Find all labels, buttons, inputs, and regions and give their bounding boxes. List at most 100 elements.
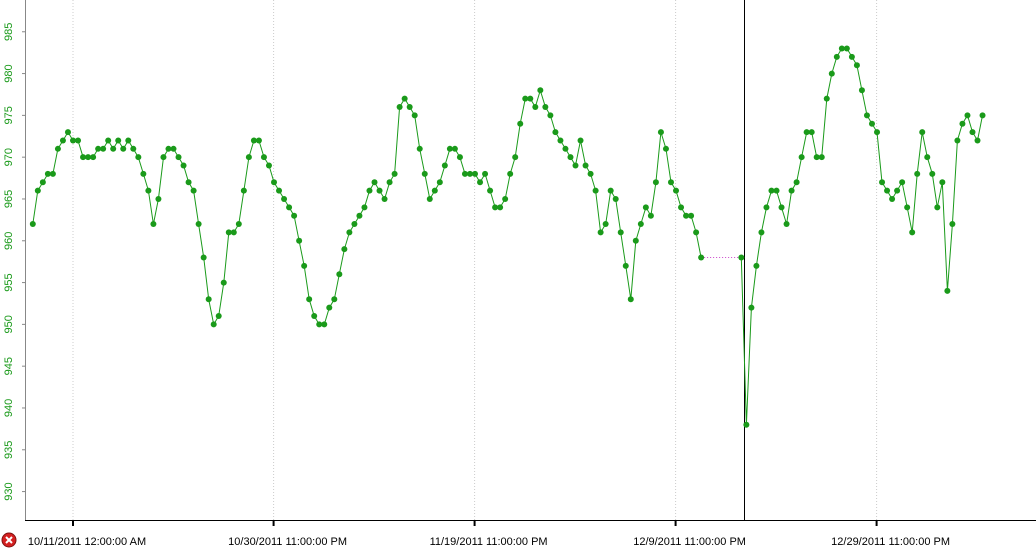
data-point — [642, 204, 649, 211]
data-point — [190, 187, 197, 194]
data-point — [160, 154, 167, 161]
data-point — [386, 179, 393, 186]
data-point — [517, 120, 524, 127]
data-point — [456, 154, 463, 161]
data-point — [59, 137, 66, 144]
data-point — [522, 95, 529, 102]
data-point — [220, 279, 227, 286]
data-point — [401, 95, 408, 102]
x-tick-label: 12/9/2011 11:00:00 PM — [633, 536, 746, 548]
y-tick-label: 945 — [3, 357, 15, 375]
data-point — [271, 179, 278, 186]
data-point — [768, 187, 775, 194]
data-point — [446, 145, 453, 152]
data-point — [260, 154, 267, 161]
data-point — [80, 154, 87, 161]
data-point — [547, 112, 554, 119]
data-point — [406, 104, 413, 111]
data-point — [371, 179, 378, 186]
data-point — [472, 170, 479, 177]
data-point — [572, 162, 579, 169]
data-point — [431, 187, 438, 194]
data-point — [210, 321, 217, 328]
data-point — [421, 170, 428, 177]
data-point — [778, 204, 785, 211]
x-tick-label: 10/30/2011 11:00:00 PM — [228, 536, 347, 548]
data-point — [326, 304, 333, 311]
data-point — [376, 187, 383, 194]
data-point — [170, 145, 177, 152]
y-tick-label: 940 — [3, 399, 15, 417]
data-point — [853, 62, 860, 69]
y-tick-label: 960 — [3, 232, 15, 250]
data-point — [693, 229, 700, 236]
data-point — [924, 154, 931, 161]
data-point — [662, 145, 669, 152]
data-point — [833, 53, 840, 60]
data-point — [195, 221, 202, 228]
data-point — [436, 179, 443, 186]
data-point — [793, 179, 800, 186]
x-tick-label: 12/29/2011 11:00:00 PM — [831, 536, 950, 548]
data-point — [889, 195, 896, 202]
error-icon-cross[interactable] — [5, 536, 13, 544]
data-point — [863, 112, 870, 119]
data-point — [698, 254, 705, 261]
data-point — [70, 137, 77, 144]
y-tick-label: 965 — [3, 190, 15, 208]
data-point — [602, 221, 609, 228]
data-point — [306, 296, 313, 303]
data-point — [416, 145, 423, 152]
y-tick-label: 955 — [3, 273, 15, 291]
data-point — [884, 187, 891, 194]
data-point — [667, 179, 674, 186]
data-point — [512, 154, 519, 161]
data-point — [803, 129, 810, 136]
data-point — [627, 296, 634, 303]
data-point — [954, 137, 961, 144]
data-point — [110, 145, 117, 152]
data-point — [557, 137, 564, 144]
data-point — [929, 170, 936, 177]
data-point — [944, 287, 951, 294]
data-point — [90, 154, 97, 161]
data-point — [597, 229, 604, 236]
data-point — [361, 204, 368, 211]
data-point — [321, 321, 328, 328]
data-point — [909, 229, 916, 236]
data-point — [527, 95, 534, 102]
data-point — [813, 154, 820, 161]
data-point — [823, 95, 830, 102]
data-point — [75, 137, 82, 144]
data-point — [165, 145, 172, 152]
data-point — [562, 145, 569, 152]
data-point — [276, 187, 283, 194]
data-point — [532, 104, 539, 111]
data-point — [331, 296, 338, 303]
data-point — [255, 137, 262, 144]
data-point — [150, 221, 157, 228]
data-point — [637, 221, 644, 228]
data-point — [411, 112, 418, 119]
data-point — [843, 45, 850, 52]
error-icon[interactable] — [1, 532, 17, 548]
data-point — [351, 221, 358, 228]
data-point — [798, 154, 805, 161]
data-point — [451, 145, 458, 152]
data-point — [979, 112, 986, 119]
data-point — [818, 154, 825, 161]
data-point — [934, 204, 941, 211]
data-point — [919, 129, 926, 136]
data-point — [341, 246, 348, 253]
data-point — [54, 145, 61, 152]
x-tick-label: 10/11/2011 12:00:00 AM — [28, 536, 146, 548]
data-point — [135, 154, 142, 161]
data-point — [311, 313, 318, 320]
data-point — [652, 179, 659, 186]
data-point — [632, 237, 639, 244]
data-point — [763, 204, 770, 211]
data-point — [552, 129, 559, 136]
data-point — [969, 129, 976, 136]
